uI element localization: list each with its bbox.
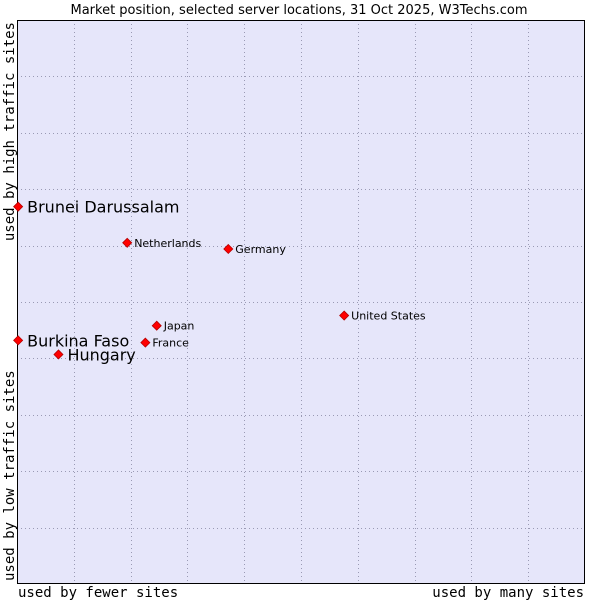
point-label: Burkina Faso [27, 331, 129, 350]
x-axis-label-low: used by fewer sites [18, 585, 178, 600]
point-marker [122, 237, 133, 248]
data-points: Brunei Darussalam Netherlands Germany Unite… [13, 198, 426, 364]
point-united-states: United States [339, 310, 426, 323]
point-label: Brunei Darussalam [27, 198, 179, 217]
point-netherlands: Netherlands [122, 237, 202, 250]
point-label: Hungary [67, 345, 135, 364]
point-label: United States [351, 310, 426, 323]
point-hungary: Hungary [53, 345, 136, 364]
point-france: France [140, 337, 189, 350]
point-label: Netherlands [134, 237, 201, 250]
point-label: Germany [235, 243, 286, 256]
point-germany: Germany [223, 243, 286, 256]
plot-border [17, 20, 585, 584]
point-japan: Japan [151, 320, 195, 333]
point-label: France [152, 337, 189, 350]
point-marker [223, 243, 234, 255]
point-marker [339, 310, 350, 321]
point-brunei-darussalam: Brunei Darussalam [13, 198, 180, 217]
point-label: Japan [163, 320, 195, 333]
point-marker [151, 320, 162, 331]
chart-title: Market position, selected server locatio… [70, 3, 527, 18]
point-marker [13, 201, 24, 212]
grid-lines [17, 20, 585, 584]
point-marker [53, 349, 64, 360]
point-marker [140, 337, 151, 348]
point-marker [13, 335, 24, 346]
y-axis-label-high: used by high traffic sites [2, 22, 18, 241]
point-burkina-faso: Burkina Faso [13, 331, 129, 350]
y-axis-label-low: used by low traffic sites [2, 370, 18, 581]
x-axis-label-high: used by many sites [432, 585, 584, 600]
